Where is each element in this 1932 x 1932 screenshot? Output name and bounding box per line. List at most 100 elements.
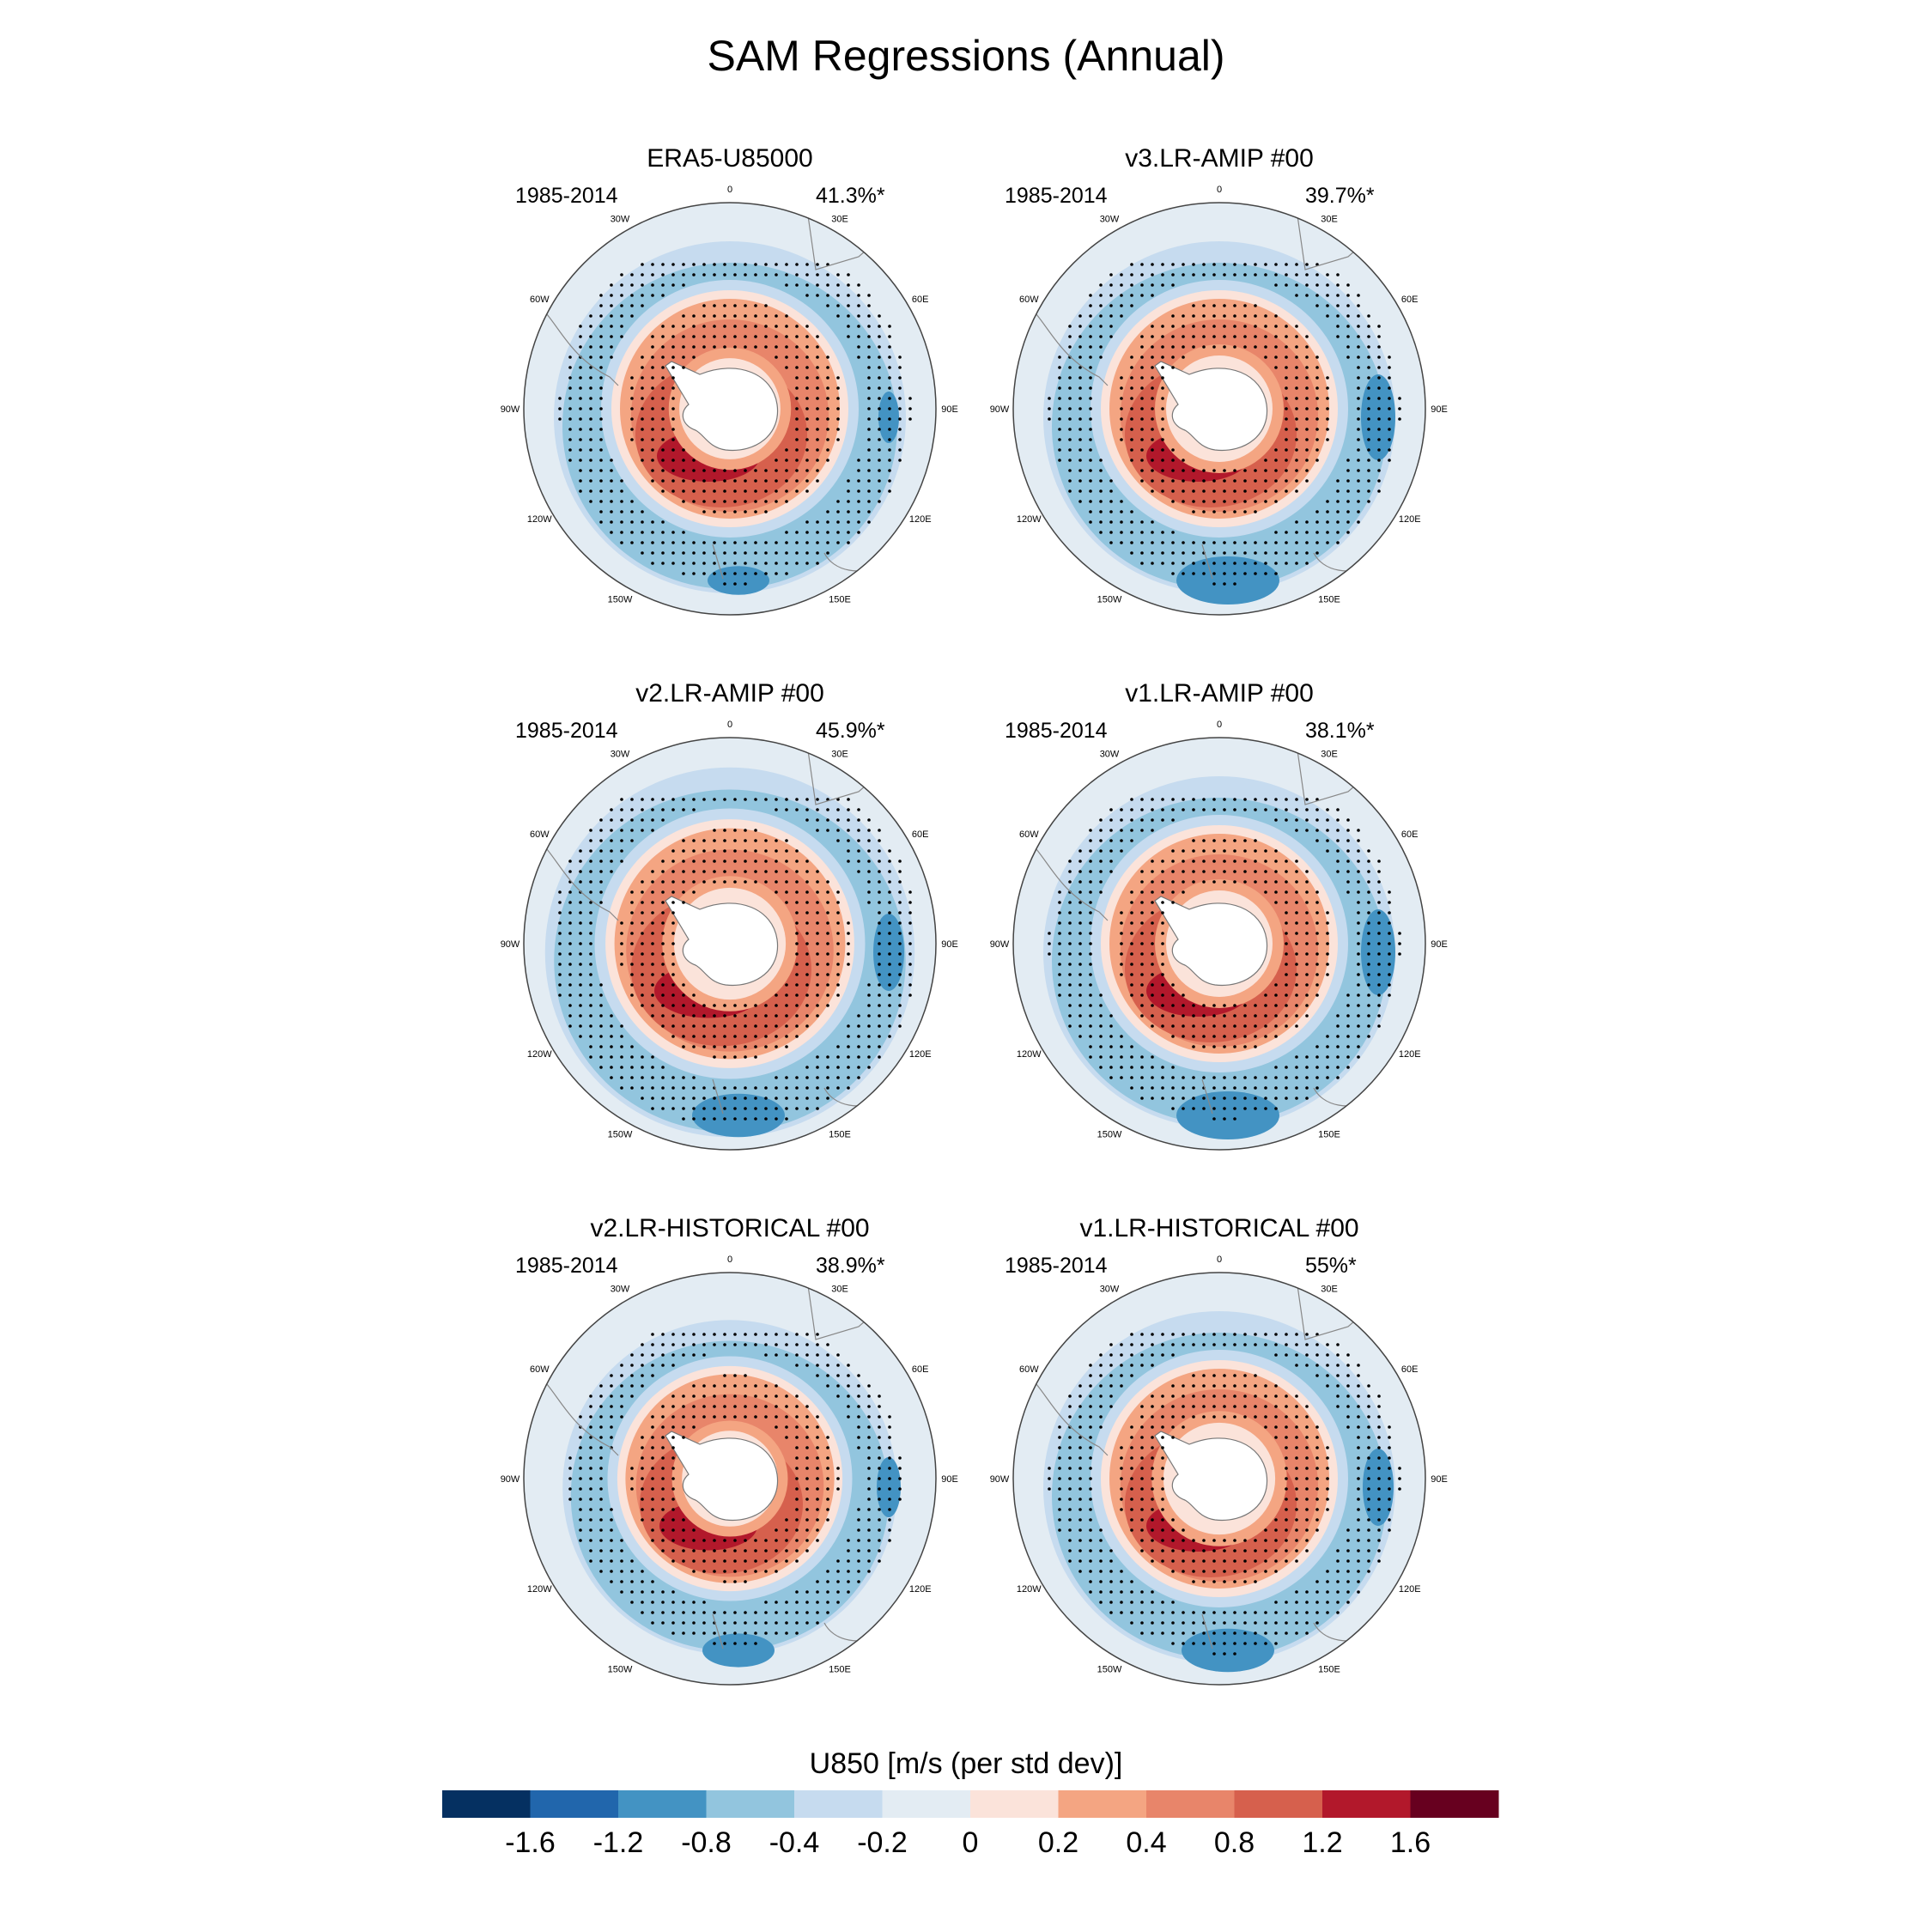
panel-variance-percent: 39.7%* <box>1305 184 1375 208</box>
negative-lobe <box>1176 1091 1279 1139</box>
colorbar-swatch <box>618 1790 707 1818</box>
negative-lobe <box>878 392 899 443</box>
longitude-label: 60E <box>912 295 929 305</box>
longitude-label: 30W <box>611 749 630 759</box>
longitude-label: 0 <box>1217 185 1222 195</box>
colorbar: -1.6 -1.2 -0.8 -0.4 -0.2 0 0.2 0.4 0.8 1.2 1.6 <box>442 1790 1499 1859</box>
field-layer <box>524 203 936 615</box>
panel-period: 1985-2014 <box>1005 184 1108 208</box>
colorbar-tick-label: 1.2 <box>1302 1826 1342 1859</box>
longitude-label: 150W <box>608 595 633 605</box>
field-layer <box>1013 1273 1425 1685</box>
colorbar-tick-label: -1.6 <box>505 1826 556 1859</box>
panel-title: v1.LR-HISTORICAL #00 <box>1079 1214 1359 1242</box>
significance-stippling <box>1048 263 1401 586</box>
longitude-label: 30E <box>831 1284 848 1294</box>
significance-stippling <box>558 798 912 1121</box>
colorbar-swatch <box>1146 1790 1235 1818</box>
longitude-label: 150W <box>608 1665 633 1675</box>
longitude-label: 150E <box>1318 1665 1340 1675</box>
longitude-label: 30E <box>831 749 848 759</box>
longitude-label: 0 <box>727 185 732 195</box>
colorbar-tick-label: 0.4 <box>1126 1826 1166 1859</box>
antarctica-landmass <box>1154 361 1268 452</box>
coastline <box>1201 1613 1213 1649</box>
longitude-label: 120W <box>527 514 552 525</box>
map-border <box>523 737 937 1151</box>
longitude-label: 30W <box>1100 749 1120 759</box>
negative-lobe <box>1363 1449 1394 1526</box>
colorbar-tick-label: -0.2 <box>857 1826 908 1859</box>
map-border <box>1012 737 1426 1151</box>
map-border <box>523 202 937 616</box>
longitude-label: 120W <box>527 1584 552 1595</box>
longitude-label: 30E <box>1321 1284 1338 1294</box>
coastline <box>1201 544 1213 580</box>
longitude-label: 120E <box>909 1049 932 1060</box>
polar-map: 030E60E90E120E150E180150W120W90W60W30W <box>501 720 958 1151</box>
longitude-label: 150E <box>1318 1130 1340 1140</box>
longitude-label: 120E <box>909 1584 932 1595</box>
longitude-label: 0 <box>727 720 732 730</box>
negative-lobe <box>1182 1628 1274 1673</box>
polar-map: 030E60E90E120E150E180150W120W90W60W30W <box>501 1255 958 1686</box>
field-layer <box>524 1273 936 1685</box>
colorbar-swatch <box>882 1790 971 1818</box>
colorbar-tick-label: -0.8 <box>681 1826 732 1859</box>
longitude-label: 120W <box>527 1049 552 1060</box>
panel-title: v2.LR-AMIP #00 <box>635 679 824 708</box>
longitude-label: 30E <box>1321 214 1338 224</box>
colorbar-swatch <box>970 1790 1059 1818</box>
panel-period: 1985-2014 <box>515 184 618 208</box>
coastline <box>712 544 724 580</box>
longitude-label: 60W <box>1019 1364 1039 1375</box>
panel-title: v3.LR-AMIP #00 <box>1125 144 1314 173</box>
longitude-label: 90W <box>501 1474 520 1485</box>
polar-map: 030E60E90E120E150E180150W120W90W60W30W <box>501 185 958 616</box>
panel-title: ERA5-U85000 <box>647 144 813 173</box>
longitude-label: 150E <box>829 1130 851 1140</box>
longitude-label: 60E <box>1401 829 1419 840</box>
antarctica-landmass <box>665 896 779 987</box>
colorbar-tick-label: 1.6 <box>1390 1826 1431 1859</box>
longitude-label: 120E <box>909 514 932 525</box>
colorbar-tick-label: 0.8 <box>1214 1826 1255 1859</box>
longitude-label: 120W <box>1017 514 1042 525</box>
panel-period: 1985-2014 <box>1005 1254 1108 1278</box>
longitude-label: 60W <box>1019 295 1039 305</box>
map-panel-3: v2.LR-AMIP #00 1985-2014 45.9%* 0 30E 60E 9… <box>489 679 970 1160</box>
colorbar-swatch <box>1322 1790 1411 1818</box>
longitude-label: 90W <box>990 939 1010 950</box>
colorbar-tick-label: 0 <box>963 1826 979 1859</box>
panel-variance-percent: 41.3%* <box>816 184 885 208</box>
longitude-label: 30W <box>1100 1284 1120 1294</box>
polar-map: 030E60E90E120E150E180150W120W90W60W30W <box>990 1255 1448 1686</box>
longitude-label: 30E <box>1321 749 1338 759</box>
longitude-label: 90E <box>1431 939 1448 950</box>
negative-lobe <box>702 1633 775 1668</box>
map-panel-5: v2.LR-HISTORICAL #00 1985-2014 38.9%* 0 3… <box>489 1214 970 1695</box>
longitude-label: 90E <box>1431 1474 1448 1485</box>
longitude-label: 60W <box>530 295 550 305</box>
longitude-label: 150W <box>1097 1130 1122 1140</box>
panel-variance-percent: 38.9%* <box>816 1254 885 1278</box>
negative-lobe <box>877 1457 901 1517</box>
negative-lobe <box>1176 556 1279 605</box>
longitude-label: 90E <box>941 1474 958 1485</box>
map-panel-4: v1.LR-AMIP #00 1985-2014 38.1%* 0 30E 60E 9… <box>979 679 1460 1160</box>
coastline <box>712 1613 724 1649</box>
significance-stippling <box>558 263 912 586</box>
longitude-label: 150W <box>1097 595 1122 605</box>
panel-title: v1.LR-AMIP #00 <box>1125 679 1314 708</box>
longitude-label: 150E <box>1318 595 1340 605</box>
longitude-label: 150E <box>829 595 851 605</box>
longitude-label: 30W <box>611 1284 630 1294</box>
antarctica-landmass <box>665 1431 779 1522</box>
map-panel-6: v1.LR-HISTORICAL #00 1985-2014 55%* 0 30E… <box>979 1214 1460 1695</box>
longitude-label: 90E <box>941 939 958 950</box>
longitude-label: 90W <box>990 1474 1010 1485</box>
longitude-label: 120E <box>1399 1049 1421 1060</box>
panel-variance-percent: 55%* <box>1305 1254 1357 1278</box>
longitude-label: 150W <box>608 1130 633 1140</box>
longitude-label: 120E <box>1399 514 1421 525</box>
